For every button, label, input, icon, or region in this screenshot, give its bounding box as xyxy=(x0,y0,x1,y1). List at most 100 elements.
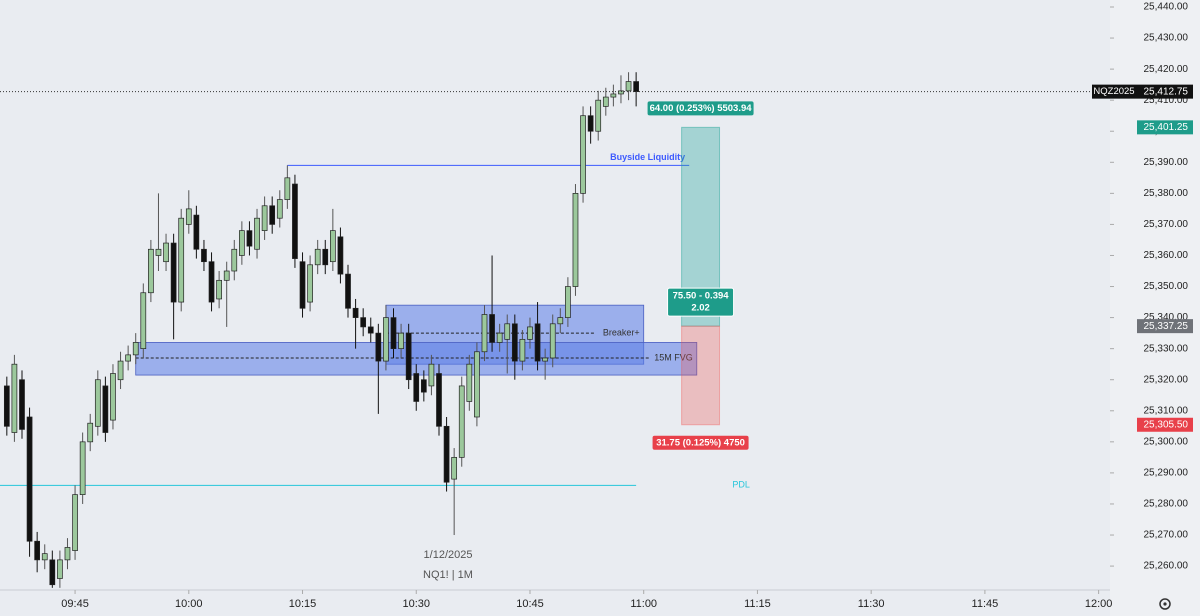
y-tick-label: 25,360.00 xyxy=(1144,250,1189,261)
target-price-tag-bg xyxy=(1137,120,1193,135)
settings-gear[interactable] xyxy=(1159,598,1171,610)
x-tick-label: 10:00 xyxy=(175,598,203,610)
candle-body xyxy=(390,317,397,350)
candle-body xyxy=(428,363,435,387)
y-tick-label: 25,260.00 xyxy=(1144,561,1189,572)
y-tick-label: 25,410.00 xyxy=(1144,95,1189,106)
candle-body xyxy=(557,317,564,325)
last-price-tag-bg xyxy=(1137,84,1193,99)
level-label: PDL xyxy=(732,480,750,490)
candle-body xyxy=(19,379,25,430)
price-axis-panel xyxy=(1110,0,1200,616)
candle-body xyxy=(405,332,412,381)
candle-body xyxy=(436,373,442,427)
x-tick-label: 10:15 xyxy=(289,598,317,610)
candle-body xyxy=(132,342,139,356)
candle-body xyxy=(185,208,192,225)
stop-price-tag-bg xyxy=(1137,417,1193,432)
candle-body xyxy=(466,363,473,402)
y-tick-label: 25,420.00 xyxy=(1144,64,1189,75)
candle-body xyxy=(34,540,41,561)
candle-body xyxy=(49,559,56,586)
candle-body xyxy=(276,199,283,219)
y-tick-label: 25,330.00 xyxy=(1144,343,1189,354)
settings-gear-center[interactable] xyxy=(1163,602,1167,606)
candle-body xyxy=(314,248,321,266)
candle-body xyxy=(87,422,94,443)
candle-body xyxy=(398,332,404,350)
position-ratio-bg xyxy=(667,287,735,317)
candle-body xyxy=(201,248,207,263)
candle-body xyxy=(367,326,374,334)
candle-body xyxy=(261,205,268,231)
candle-body xyxy=(420,379,427,393)
stop-price-tag: 25,305.50 xyxy=(1144,419,1189,430)
candle-body xyxy=(178,217,185,303)
date-label: 1/12/2025 xyxy=(424,549,473,561)
candle-body xyxy=(79,441,86,495)
y-tick-label: 25,340.00 xyxy=(1144,312,1189,323)
candle-body xyxy=(610,93,617,98)
candle-body xyxy=(102,385,109,433)
y-tick-label: 25,350.00 xyxy=(1144,281,1189,292)
candle-body xyxy=(246,230,253,247)
candle-body xyxy=(239,230,245,256)
candle-body xyxy=(292,183,298,259)
x-tick-label: 12:00 xyxy=(1085,598,1113,610)
candle-body xyxy=(413,373,420,402)
candle-body xyxy=(534,323,541,362)
candle-body xyxy=(458,385,465,458)
position-stop-text-bg xyxy=(652,435,749,450)
candle-body xyxy=(618,90,624,95)
candle-body xyxy=(625,81,632,92)
candle-body xyxy=(140,292,147,350)
candle-body xyxy=(527,326,533,340)
zone-label: Breaker+ xyxy=(603,328,640,338)
candle-body xyxy=(580,115,586,194)
candle-body xyxy=(511,323,518,362)
candle-body xyxy=(163,242,169,263)
candle-body xyxy=(602,96,609,107)
position-ratio-text: 75.50 - 0.394 xyxy=(673,291,730,302)
candle-body xyxy=(269,205,276,225)
candle-body xyxy=(216,279,222,300)
x-tick-label: 09:45 xyxy=(61,598,89,610)
candle-body xyxy=(474,351,480,418)
candle-body xyxy=(322,248,329,266)
x-tick-label: 11:45 xyxy=(972,598,999,610)
entry-price-tag: 25,337.25 xyxy=(1144,321,1189,332)
candle-body xyxy=(223,270,230,281)
candle-body xyxy=(94,379,101,427)
candle-body xyxy=(572,193,579,287)
candle-body xyxy=(383,317,389,362)
x-tick-label: 11:15 xyxy=(744,598,771,610)
candle-body xyxy=(360,317,367,328)
candle-body xyxy=(337,236,344,275)
candle-body xyxy=(329,230,336,263)
candle-body xyxy=(587,115,594,132)
last-price-tag: 25,412.75 xyxy=(1144,86,1189,97)
candle-body xyxy=(41,553,48,561)
candle-body xyxy=(3,385,10,427)
candle-body xyxy=(57,559,63,579)
candle-body xyxy=(208,261,215,303)
candle-body xyxy=(26,416,33,542)
settings-icon[interactable] xyxy=(1159,598,1171,610)
candle-body xyxy=(542,357,548,362)
y-tick-label: 25,440.00 xyxy=(1144,2,1189,13)
candle-body xyxy=(504,323,511,340)
zone-label: 15M FVG xyxy=(654,352,693,362)
candle-body xyxy=(11,363,18,433)
symbol-tag: NQZ2025 xyxy=(1093,86,1134,97)
y-tick-label: 25,320.00 xyxy=(1144,374,1189,385)
x-tick-label: 10:45 xyxy=(516,598,544,610)
candle-body xyxy=(519,338,526,362)
candle-body xyxy=(254,217,260,250)
position-target-text-bg xyxy=(647,101,754,116)
position-target-text: 64.00 (0.253%) 5503.94 xyxy=(650,103,753,114)
candle-body xyxy=(299,261,306,309)
symbol-tag-bg xyxy=(1092,84,1137,99)
candle-body xyxy=(549,323,556,359)
y-tick-label: 25,270.00 xyxy=(1144,530,1189,541)
candle-body xyxy=(125,354,131,362)
